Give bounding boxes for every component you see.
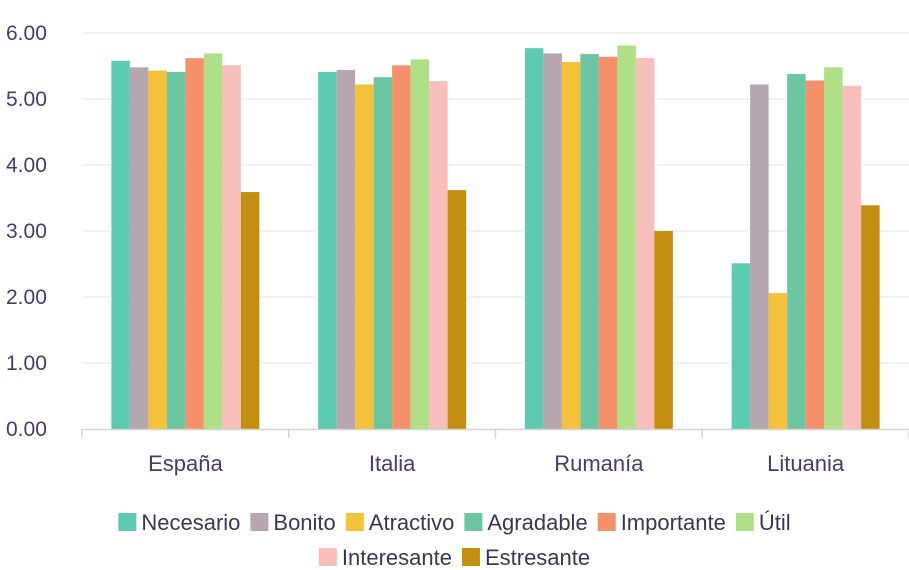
legend: Necesario Bonito Atractivo Agradable Importa…: [118, 510, 791, 570]
legend-label-importante: Importante: [621, 510, 726, 535]
bar-bonito-italia: [336, 69, 356, 430]
bar-útil-lituania: [824, 67, 843, 429]
bar-agradable-italia: [373, 77, 393, 429]
bar-atractivo-españa: [148, 70, 167, 430]
x-category-label: Lituania: [767, 451, 845, 476]
x-category-label: Italia: [369, 451, 416, 476]
legend-swatch-agradable: [464, 513, 483, 531]
bar-necesario-españa: [111, 60, 130, 429]
bar-agradable-lituania: [787, 73, 806, 430]
legend-label-necesario: Necesario: [141, 510, 240, 535]
x-axis-category-labels: España Italia Rumanía Lituania: [148, 451, 845, 476]
bar-útil-rumanía: [617, 45, 636, 429]
legend-label-interesante: Interesante: [342, 545, 452, 570]
bar-atractivo-rumanía: [561, 62, 581, 429]
bar-interesante-rumanía: [635, 58, 655, 430]
legend-swatch-importante: [597, 513, 616, 531]
bar-interesante-españa: [222, 65, 241, 429]
bar-necesario-italia: [318, 71, 337, 429]
bar-importante-italia: [392, 65, 411, 429]
bars: [111, 45, 880, 430]
bar-importante-lituania: [805, 80, 825, 430]
y-tick-label: 5.00: [6, 88, 47, 111]
y-tick-label: 0.00: [6, 418, 47, 441]
legend-label-atractivo: Atractivo: [369, 510, 455, 535]
legend-label-estresante: Estresante: [485, 545, 590, 570]
x-category-label: España: [148, 451, 223, 476]
legend-swatch-atractivo: [345, 513, 364, 531]
bar-bonito-lituania: [750, 84, 769, 429]
y-axis-tick-labels: 0.00 1.00 2.00 3.00 4.00 5.00 6.00: [6, 22, 47, 441]
y-tick-label: 2.00: [6, 286, 47, 309]
legend-label-bonito: Bonito: [273, 510, 335, 535]
bar-necesario-rumanía: [524, 48, 544, 430]
legend-swatch-útil: [735, 513, 754, 531]
y-tick-label: 1.00: [6, 352, 47, 375]
legend-label-agradable: Agradable: [487, 510, 587, 535]
bar-agradable-rumanía: [580, 54, 599, 430]
bar-estresante-rumanía: [654, 231, 673, 429]
bar-interesante-lituania: [842, 85, 862, 430]
x-category-label: Rumanía: [554, 451, 644, 476]
bar-agradable-españa: [166, 71, 186, 429]
bar-atractivo-lituania: [768, 293, 788, 429]
bar-estresante-lituania: [861, 205, 880, 429]
x-axis: [81, 428, 909, 438]
bar-estresante-españa: [240, 192, 260, 429]
y-tick-label: 6.00: [6, 22, 47, 45]
legend-swatch-interesante: [318, 548, 337, 566]
bar-estresante-italia: [447, 190, 467, 429]
bar-bonito-rumanía: [543, 53, 562, 430]
legend-swatch-necesario: [118, 513, 137, 531]
legend-swatch-estresante: [461, 548, 480, 566]
bar-bonito-españa: [129, 67, 149, 429]
bar-importante-españa: [185, 58, 204, 430]
bar-importante-rumanía: [598, 56, 618, 429]
bar-atractivo-italia: [355, 84, 374, 429]
legend-label-útil: Útil: [759, 510, 791, 535]
bar-útil-italia: [410, 59, 430, 430]
y-tick-label: 3.00: [6, 220, 47, 243]
y-tick-label: 4.00: [6, 154, 47, 177]
legend-swatch-bonito: [250, 513, 269, 531]
bar-necesario-lituania: [731, 263, 751, 429]
bar-interesante-italia: [429, 81, 448, 430]
bar-útil-españa: [203, 53, 223, 430]
